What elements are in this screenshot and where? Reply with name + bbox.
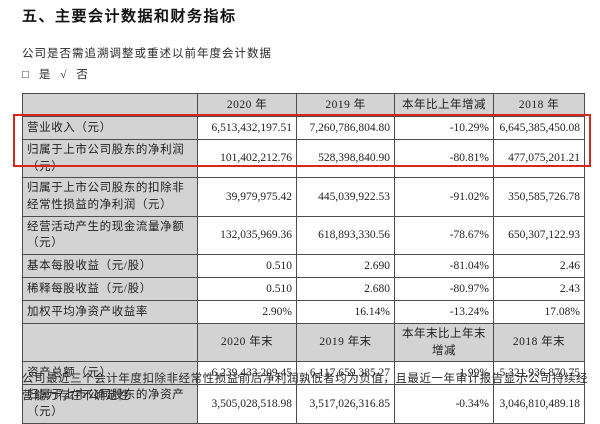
table-corner-cell xyxy=(22,323,198,363)
value-cell: 618,893,330.56 xyxy=(296,215,395,256)
value-cell: -91.02% xyxy=(394,177,494,217)
table-row: 基本每股收益（元/股） 0.510 2.690 -81.04% 2.46 xyxy=(22,254,585,279)
value-cell: 17.08% xyxy=(493,300,585,325)
value-cell: 0.510 xyxy=(197,277,297,302)
table-row: 资产总额（元） 6,239,433,209.45 6,117,659,385.27 1… xyxy=(22,361,585,386)
row-label-cell: 归属于上市公司股东的扣除非经常性损益的净利润（元） xyxy=(22,177,198,217)
value-cell: 6,117,659,385.27 xyxy=(296,361,395,386)
table-row: 加权平均净资产收益率 2.90% 16.14% -13.24% 17.08% xyxy=(22,300,585,325)
value-cell: 2.90% xyxy=(197,300,297,325)
value-cell: 2.46 xyxy=(493,254,585,279)
checkmark-icon: √ xyxy=(60,69,68,81)
table-row: 营业收入（元） 6,513,432,197.51 7,260,786,804.80-… xyxy=(22,116,585,140)
financial-indicators-table: 2020 年 2019 年本年比上年增减 2018 年营业收入（元） 6,513,43… xyxy=(22,93,585,424)
table-corner-cell xyxy=(22,93,198,117)
row-label-cell: 加权平均净资产收益率 xyxy=(22,300,198,325)
table-header-row: 2020 年末 2019 年末 本年末比上年末增减 2018 年末 xyxy=(22,323,585,363)
table-row: 稀释每股收益（元/股） 0.510 2.680 -80.97% 2.43 xyxy=(22,277,585,302)
column-header-cell: 2018 年末 xyxy=(493,323,585,363)
value-cell: 39,979,975.42 xyxy=(197,177,297,217)
column-header-cell: 2020 年 xyxy=(197,93,297,117)
column-header-cell: 2019 年 xyxy=(296,93,395,117)
value-cell: -13.24% xyxy=(394,300,494,325)
table-header-row: 2020 年 2019 年本年比上年增减 2018 年 xyxy=(22,93,585,117)
column-header-cell: 2019 年末 xyxy=(296,323,395,363)
column-header-cell: 本年末比上年末增减 xyxy=(394,323,494,363)
value-cell: 445,039,922.53 xyxy=(296,177,395,217)
value-cell: 650,307,122.93 xyxy=(493,215,585,256)
column-header-cell: 2018 年 xyxy=(493,93,585,117)
value-cell: 132,035,969.36 xyxy=(197,215,297,256)
value-cell: 16.14% xyxy=(296,300,395,325)
value-cell: 350,585,726.78 xyxy=(493,177,585,217)
value-cell: 6,239,433,209.45 xyxy=(197,361,297,386)
value-cell: 6,513,432,197.51 xyxy=(197,116,297,140)
row-label-cell: 经营活动产生的现金流量净额（元） xyxy=(22,215,198,256)
going-concern-note: 公司最近三个会计年度扣除非经常性损益前后净利润孰低者均为负值，且最近一年审计报告… xyxy=(22,373,588,402)
value-cell: 528,398,840.90 xyxy=(296,138,395,179)
table-row: 归属于上市公司股东的净利润（元） 101,402,212.76 528,398,84… xyxy=(22,138,585,179)
value-cell: 101,402,212.76 xyxy=(197,138,297,179)
value-cell: 2.690 xyxy=(296,254,395,279)
value-cell: -81.04% xyxy=(394,254,494,279)
value-cell: -80.97% xyxy=(394,277,494,302)
row-label-cell: 归属于上市公司股东的净利润（元） xyxy=(22,138,198,179)
value-cell: 6,645,385,450.08 xyxy=(493,116,585,140)
column-header-cell: 2020 年末 xyxy=(197,323,297,363)
table-row: 经营活动产生的现金流量净额（元） 132,035,969.36 618,893,33… xyxy=(22,215,585,256)
checkbox-unchecked-icon: □ xyxy=(22,69,30,81)
value-cell: 5,321,936,870.75 xyxy=(493,361,585,386)
yes-no-line: □ 是 √ 否 xyxy=(22,66,94,82)
financial-table-body: 2020 年 2019 年本年比上年增减 2018 年营业收入（元） 6,513,43… xyxy=(22,93,585,424)
row-label-cell: 基本每股收益（元/股） xyxy=(22,254,198,279)
no-label: 否 xyxy=(76,69,89,81)
value-cell: 2.43 xyxy=(493,277,585,302)
yes-label: 是 xyxy=(38,69,52,81)
value-cell: -10.29% xyxy=(394,116,494,140)
table-row: 归属于上市公司股东的扣除非经常性损益的净利润（元） 39,979,975.42 44… xyxy=(22,177,585,217)
row-label-cell: 营业收入（元） xyxy=(22,116,198,140)
value-cell: -78.67% xyxy=(394,215,494,256)
value-cell: 0.510 xyxy=(197,254,297,279)
row-label-cell: 稀释每股收益（元/股） xyxy=(22,277,198,302)
restatement-question: 公司是否需追溯调整或重述以前年度会计数据 xyxy=(22,48,272,60)
value-cell: 7,260,786,804.80 xyxy=(296,116,395,140)
section-title: 五、主要会计数据和财务指标 xyxy=(22,9,237,25)
column-header-cell: 本年比上年增减 xyxy=(394,93,494,117)
value-cell: 477,075,201.21 xyxy=(493,138,585,179)
value-cell: 2.680 xyxy=(296,277,395,302)
value-cell: -80.81% xyxy=(394,138,494,179)
